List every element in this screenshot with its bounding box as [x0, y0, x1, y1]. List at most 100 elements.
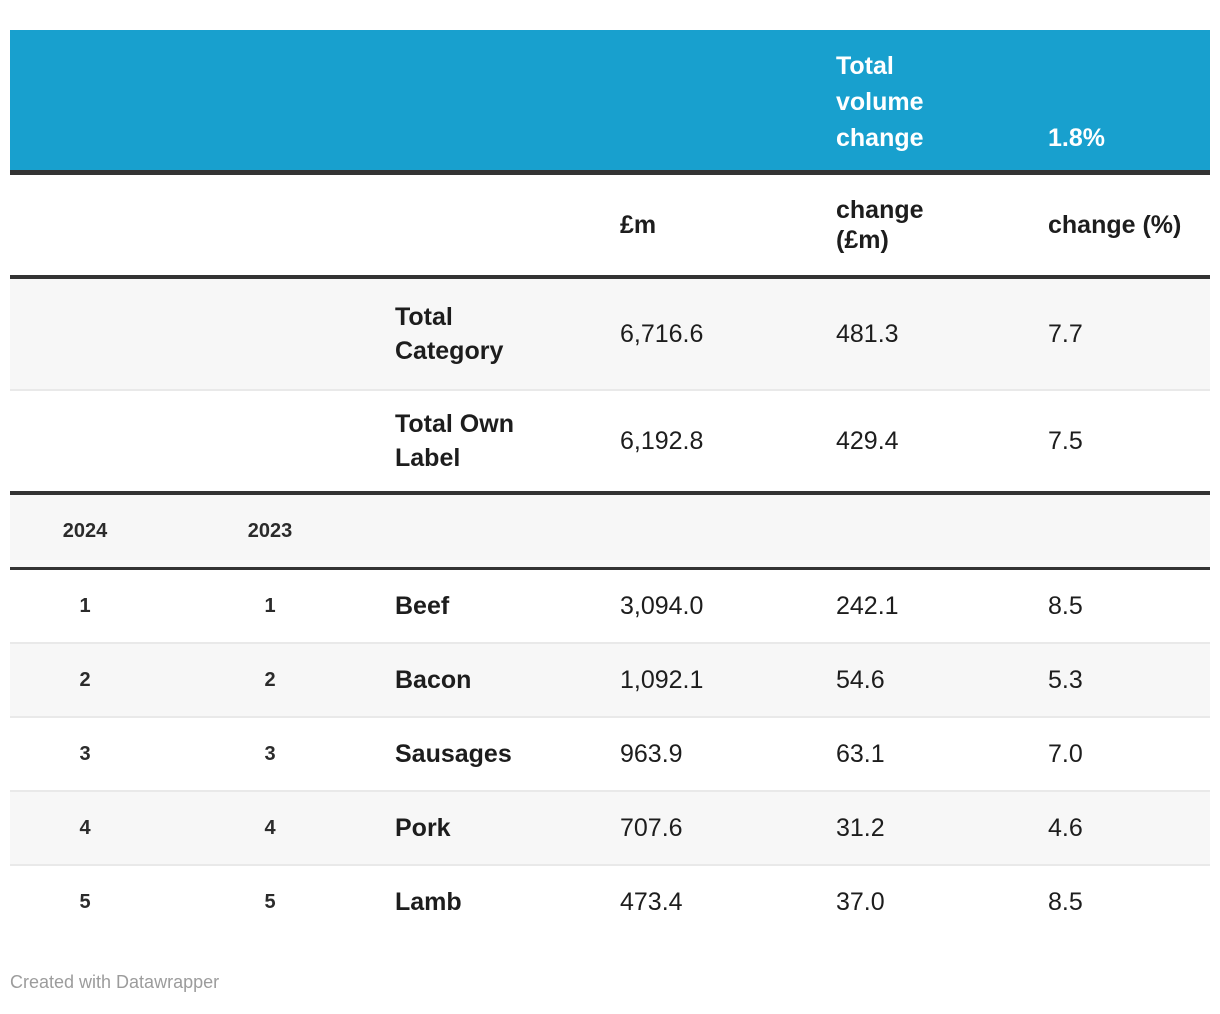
summary-change-pct: 7.5 [1048, 427, 1083, 455]
summary-change-pct-cell: 7.5 [1033, 391, 1210, 491]
spacer-cell [821, 495, 1033, 567]
category-label: Pork [395, 814, 451, 842]
value-cell: 473.4 [605, 866, 821, 938]
column-header-value: £m [605, 175, 821, 275]
change-pct: 8.5 [1048, 888, 1083, 916]
change-abs-cell: 54.6 [821, 644, 1033, 716]
rank-2023: 3 [264, 743, 276, 765]
change-pct-cell: 8.5 [1033, 866, 1210, 938]
summary-change-abs: 481.3 [836, 320, 899, 348]
banner-spacer-cell [605, 30, 821, 170]
spacer-cell [10, 391, 160, 491]
rank-header-2024: 2024 [10, 495, 160, 567]
column-header-change-pct-label: change (%) [1048, 211, 1182, 239]
rank-2023: 5 [264, 891, 276, 913]
rank-2024-cell: 4 [10, 792, 160, 864]
change-pct: 4.6 [1048, 814, 1083, 842]
rank-header-2023: 2023 [160, 495, 380, 567]
value-cell: 3,094.0 [605, 570, 821, 642]
spacer-cell [605, 495, 821, 567]
rank-2023-cell: 1 [160, 570, 380, 642]
summary-value: 6,192.8 [620, 427, 704, 455]
change-pct: 5.3 [1048, 666, 1083, 694]
banner-spacer-cell [380, 30, 605, 170]
summary-row-total-category: Total Category 6,716.6 481.3 7.7 [10, 279, 1210, 391]
category-cell: Lamb [380, 866, 605, 938]
category-cell: Bacon [380, 644, 605, 716]
rank-2024: 3 [79, 743, 91, 765]
category-label: Sausages [395, 740, 512, 768]
change-pct-cell: 5.3 [1033, 644, 1210, 716]
rank-header-2024-label: 2024 [62, 520, 108, 542]
table-row-lamb: 5 5 Lamb 473.4 37.0 8.5 [10, 864, 1210, 938]
change-abs-cell: 63.1 [821, 718, 1033, 790]
banner-label: Total volume change [836, 52, 924, 152]
category-label: Beef [395, 592, 450, 620]
summary-change-abs-cell: 481.3 [821, 279, 1033, 389]
table-row-sausages: 3 3 Sausages 963.9 63.1 7.0 [10, 716, 1210, 790]
rank-2024: 2 [79, 669, 91, 691]
change-abs: 31.2 [836, 814, 885, 842]
change-pct: 7.0 [1048, 740, 1083, 768]
summary-value-cell: 6,716.6 [605, 279, 821, 389]
rank-2024-cell: 3 [10, 718, 160, 790]
change-abs: 63.1 [836, 740, 885, 768]
summary-label: Total Own Label [395, 410, 514, 472]
change-pct: 8.5 [1048, 592, 1083, 620]
spacer-cell [1033, 495, 1210, 567]
rank-2024: 4 [79, 817, 91, 839]
rank-2023: 4 [264, 817, 276, 839]
summary-value: 6,716.6 [620, 320, 704, 348]
banner-value: 1.8% [1048, 124, 1105, 152]
datawrapper-credit-link[interactable]: Created with Datawrapper [10, 972, 220, 992]
summary-change-abs-cell: 429.4 [821, 391, 1033, 491]
category-label: Lamb [395, 888, 462, 916]
summary-change-pct-cell: 7.7 [1033, 279, 1210, 389]
summary-label-cell: Total Own Label [380, 391, 605, 491]
value: 473.4 [620, 888, 683, 916]
value-cell: 963.9 [605, 718, 821, 790]
spacer-cell [160, 175, 380, 275]
category-cell: Beef [380, 570, 605, 642]
change-abs: 242.1 [836, 592, 899, 620]
column-header-change-abs-label: change (£m) [836, 196, 924, 254]
column-header-value-label: £m [620, 211, 657, 239]
table-row-bacon: 2 2 Bacon 1,092.1 54.6 5.3 [10, 642, 1210, 716]
category-cell: Sausages [380, 718, 605, 790]
change-abs-cell: 37.0 [821, 866, 1033, 938]
column-header-change-abs: change (£m) [821, 175, 1033, 275]
change-pct-cell: 4.6 [1033, 792, 1210, 864]
summary-row-total-own-label: Total Own Label 6,192.8 429.4 7.5 [10, 391, 1210, 495]
value: 3,094.0 [620, 592, 704, 620]
column-header-change-pct: change (%) [1033, 175, 1210, 275]
rank-2023-cell: 3 [160, 718, 380, 790]
column-header-row: £m change (£m) change (%) [10, 175, 1210, 279]
spacer-cell [10, 175, 160, 275]
value-cell: 1,092.1 [605, 644, 821, 716]
change-abs-cell: 31.2 [821, 792, 1033, 864]
table-row-pork: 4 4 Pork 707.6 31.2 4.6 [10, 790, 1210, 864]
category-cell: Pork [380, 792, 605, 864]
spacer-cell [380, 175, 605, 275]
table-row-beef: 1 1 Beef 3,094.0 242.1 8.5 [10, 570, 1210, 642]
category-label: Bacon [395, 666, 472, 694]
spacer-cell [160, 391, 380, 491]
change-pct-cell: 7.0 [1033, 718, 1210, 790]
summary-label-cell: Total Category [380, 279, 605, 389]
banner-row: Total volume change 1.8% [10, 30, 1210, 175]
spacer-cell [10, 279, 160, 389]
banner-spacer-cell [160, 30, 380, 170]
rank-2024-cell: 1 [10, 570, 160, 642]
change-pct-cell: 8.5 [1033, 570, 1210, 642]
banner-label-cell: Total volume change [821, 30, 1033, 170]
value: 963.9 [620, 740, 683, 768]
value: 1,092.1 [620, 666, 704, 694]
rank-header-row: 2024 2023 [10, 495, 1210, 570]
rank-2024-cell: 5 [10, 866, 160, 938]
summary-change-abs: 429.4 [836, 427, 899, 455]
rank-2023-cell: 2 [160, 644, 380, 716]
rank-2023: 1 [264, 595, 276, 617]
change-abs: 54.6 [836, 666, 885, 694]
rank-2023: 2 [264, 669, 276, 691]
change-abs: 37.0 [836, 888, 885, 916]
